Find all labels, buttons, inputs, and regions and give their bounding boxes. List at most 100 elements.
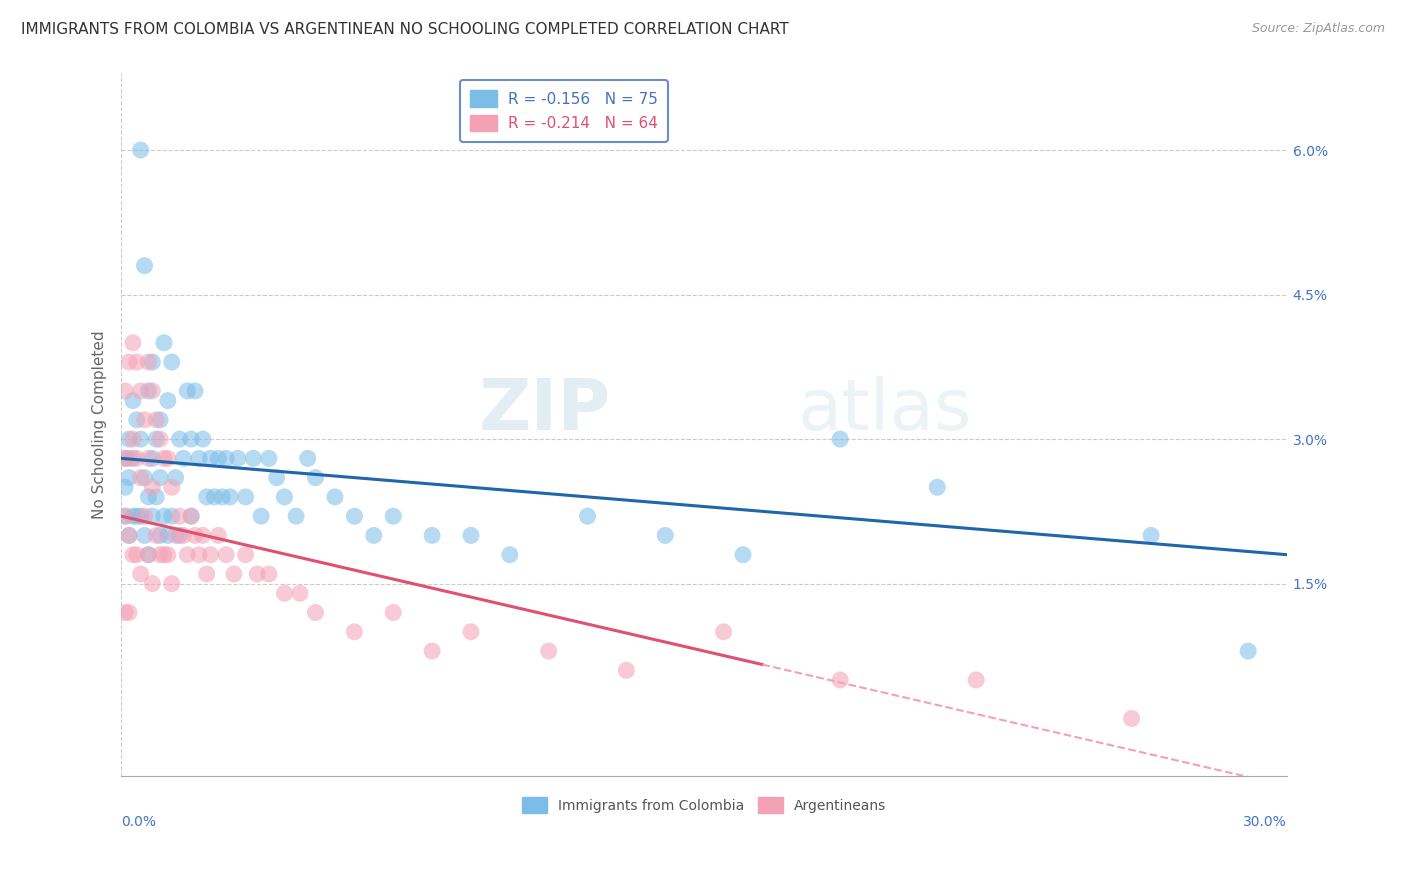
Point	[184, 528, 207, 542]
Point	[122, 509, 145, 524]
Point	[138, 490, 160, 504]
Text: atlas: atlas	[797, 376, 972, 445]
Point	[125, 355, 148, 369]
Point	[141, 451, 163, 466]
Point	[138, 548, 160, 562]
Point	[180, 509, 202, 524]
Point	[420, 528, 443, 542]
Point	[129, 432, 152, 446]
Point	[257, 451, 280, 466]
Point	[129, 384, 152, 398]
Point	[211, 490, 233, 504]
Point	[122, 335, 145, 350]
Point	[149, 413, 172, 427]
Point	[141, 509, 163, 524]
Point	[235, 548, 257, 562]
Point	[195, 566, 218, 581]
Point	[215, 451, 238, 466]
Point	[153, 451, 176, 466]
Point	[257, 566, 280, 581]
Legend: Immigrants from Colombia, Argentineans: Immigrants from Colombia, Argentineans	[516, 791, 891, 819]
Point	[160, 509, 183, 524]
Point	[118, 470, 141, 484]
Point	[576, 509, 599, 524]
Point	[169, 509, 191, 524]
Point	[114, 384, 136, 398]
Point	[191, 432, 214, 446]
Point	[363, 528, 385, 542]
Point	[830, 432, 852, 446]
Point	[149, 528, 172, 542]
Text: Source: ZipAtlas.com: Source: ZipAtlas.com	[1251, 22, 1385, 36]
Point	[134, 470, 156, 484]
Point	[297, 451, 319, 466]
Point	[215, 548, 238, 562]
Point	[187, 451, 209, 466]
Point	[200, 548, 222, 562]
Point	[176, 548, 198, 562]
Point	[184, 384, 207, 398]
Point	[125, 451, 148, 466]
Point	[180, 432, 202, 446]
Point	[153, 335, 176, 350]
Point	[129, 566, 152, 581]
Point	[195, 490, 218, 504]
Point	[273, 490, 295, 504]
Point	[191, 528, 214, 542]
Point	[134, 259, 156, 273]
Point	[176, 384, 198, 398]
Text: ZIP: ZIP	[478, 376, 610, 445]
Point	[156, 528, 179, 542]
Point	[235, 490, 257, 504]
Point	[1237, 644, 1260, 658]
Point	[1140, 528, 1163, 542]
Point	[830, 673, 852, 687]
Point	[129, 143, 152, 157]
Point	[145, 432, 167, 446]
Point	[165, 528, 187, 542]
Point	[118, 606, 141, 620]
Point	[382, 509, 405, 524]
Point	[156, 548, 179, 562]
Point	[242, 451, 264, 466]
Point	[160, 480, 183, 494]
Point	[122, 451, 145, 466]
Point	[273, 586, 295, 600]
Point	[250, 509, 273, 524]
Point	[118, 451, 141, 466]
Point	[118, 528, 141, 542]
Point	[288, 586, 311, 600]
Point	[160, 355, 183, 369]
Point	[156, 451, 179, 466]
Point	[129, 470, 152, 484]
Point	[141, 384, 163, 398]
Point	[965, 673, 987, 687]
Point	[713, 624, 735, 639]
Point	[118, 355, 141, 369]
Point	[165, 470, 187, 484]
Point	[114, 509, 136, 524]
Point	[226, 451, 249, 466]
Point	[172, 451, 194, 466]
Point	[141, 576, 163, 591]
Point	[125, 413, 148, 427]
Point	[138, 355, 160, 369]
Point	[304, 470, 326, 484]
Point	[460, 528, 482, 542]
Point	[304, 606, 326, 620]
Point	[927, 480, 949, 494]
Point	[114, 606, 136, 620]
Point	[138, 384, 160, 398]
Point	[616, 663, 638, 677]
Text: 30.0%: 30.0%	[1243, 815, 1286, 829]
Point	[134, 509, 156, 524]
Point	[204, 490, 226, 504]
Point	[160, 576, 183, 591]
Point	[134, 528, 156, 542]
Point	[285, 509, 308, 524]
Point	[1121, 711, 1143, 725]
Y-axis label: No Schooling Completed: No Schooling Completed	[93, 330, 107, 519]
Point	[187, 548, 209, 562]
Point	[129, 509, 152, 524]
Point	[153, 509, 176, 524]
